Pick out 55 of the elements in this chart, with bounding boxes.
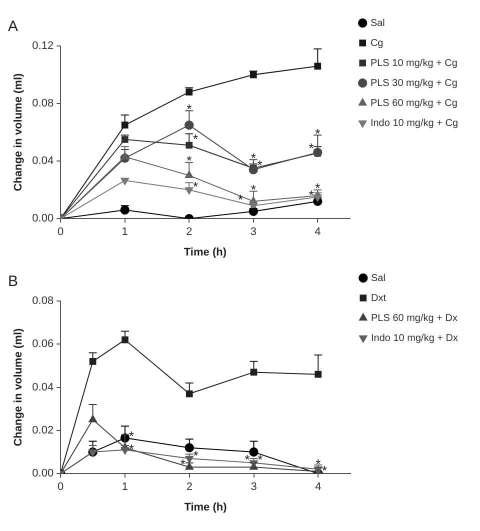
- annotation: *: [308, 188, 314, 203]
- annotation: *: [308, 140, 314, 156]
- y-tick-label: 0.12: [32, 40, 54, 52]
- chart-title: B: [8, 273, 18, 290]
- annotation: *: [258, 452, 263, 468]
- x-tick-label: 2: [186, 481, 192, 494]
- annotation: *: [257, 158, 262, 173]
- x-tick-label: 0: [58, 481, 64, 494]
- annotation: *: [186, 153, 192, 168]
- annotation: *: [193, 132, 198, 147]
- y-tick-label: 0.08: [32, 295, 54, 308]
- y-tick-label: 0.08: [32, 98, 54, 110]
- annotation: *: [250, 182, 256, 197]
- legend-label: Indo 10 mg/kg + Dx: [371, 332, 458, 344]
- y-tick-label: 0.04: [32, 155, 54, 168]
- x-axis-title: Time (h): [184, 501, 228, 514]
- annotation: *: [128, 428, 134, 444]
- annotation: *: [193, 448, 198, 463]
- y-tick-label: 0.04: [32, 381, 54, 394]
- legend-label: Sal: [371, 272, 386, 284]
- annotation: *: [250, 150, 256, 166]
- annotation: *: [128, 441, 134, 456]
- legend-label: PLS 30 mg/kg + Cg: [370, 78, 458, 89]
- annotation: *: [180, 456, 186, 472]
- x-tick-label: 3: [250, 481, 257, 494]
- y-axis-title: Change in volume (ml): [12, 72, 25, 192]
- x-tick-label: 4: [315, 481, 322, 494]
- legend-label: Indo 10 mg/kg + Cg: [370, 118, 458, 129]
- legend-label: Cg: [370, 38, 384, 49]
- legend-label: Dxt: [371, 292, 386, 304]
- legend-label: PLS 10 mg/kg + Cg: [370, 58, 458, 69]
- annotation: *: [322, 462, 328, 478]
- legend-label: PLS 60 mg/kg + Cg: [370, 98, 458, 109]
- y-tick-label: 0.02: [32, 424, 54, 436]
- x-axis-title: Time (h): [184, 246, 227, 258]
- y-axis-title: Change in volume (ml): [12, 328, 25, 446]
- y-tick-label: 0.00: [32, 212, 54, 225]
- y-tick-label: 0.00: [32, 468, 54, 480]
- x-tick-label: 1: [122, 481, 128, 494]
- x-tick-label: 3: [250, 226, 256, 238]
- annotation: *: [238, 192, 244, 208]
- y-tick-label: 0.06: [32, 338, 54, 350]
- chart-title: A: [8, 18, 18, 36]
- annotation: *: [315, 180, 320, 196]
- annotation: *: [315, 126, 320, 141]
- x-tick-label: 1: [122, 226, 128, 238]
- legend-label: PLS 60 mg/kg + Dx: [371, 312, 458, 324]
- x-tick-label: 4: [314, 226, 321, 238]
- annotation: *: [193, 179, 198, 194]
- annotation: *: [316, 456, 321, 472]
- legend-label: Sal: [370, 18, 385, 29]
- x-tick-label: 0: [58, 226, 64, 238]
- annotation: *: [186, 101, 192, 116]
- annotation: *: [244, 452, 250, 468]
- x-tick-label: 2: [186, 226, 192, 238]
